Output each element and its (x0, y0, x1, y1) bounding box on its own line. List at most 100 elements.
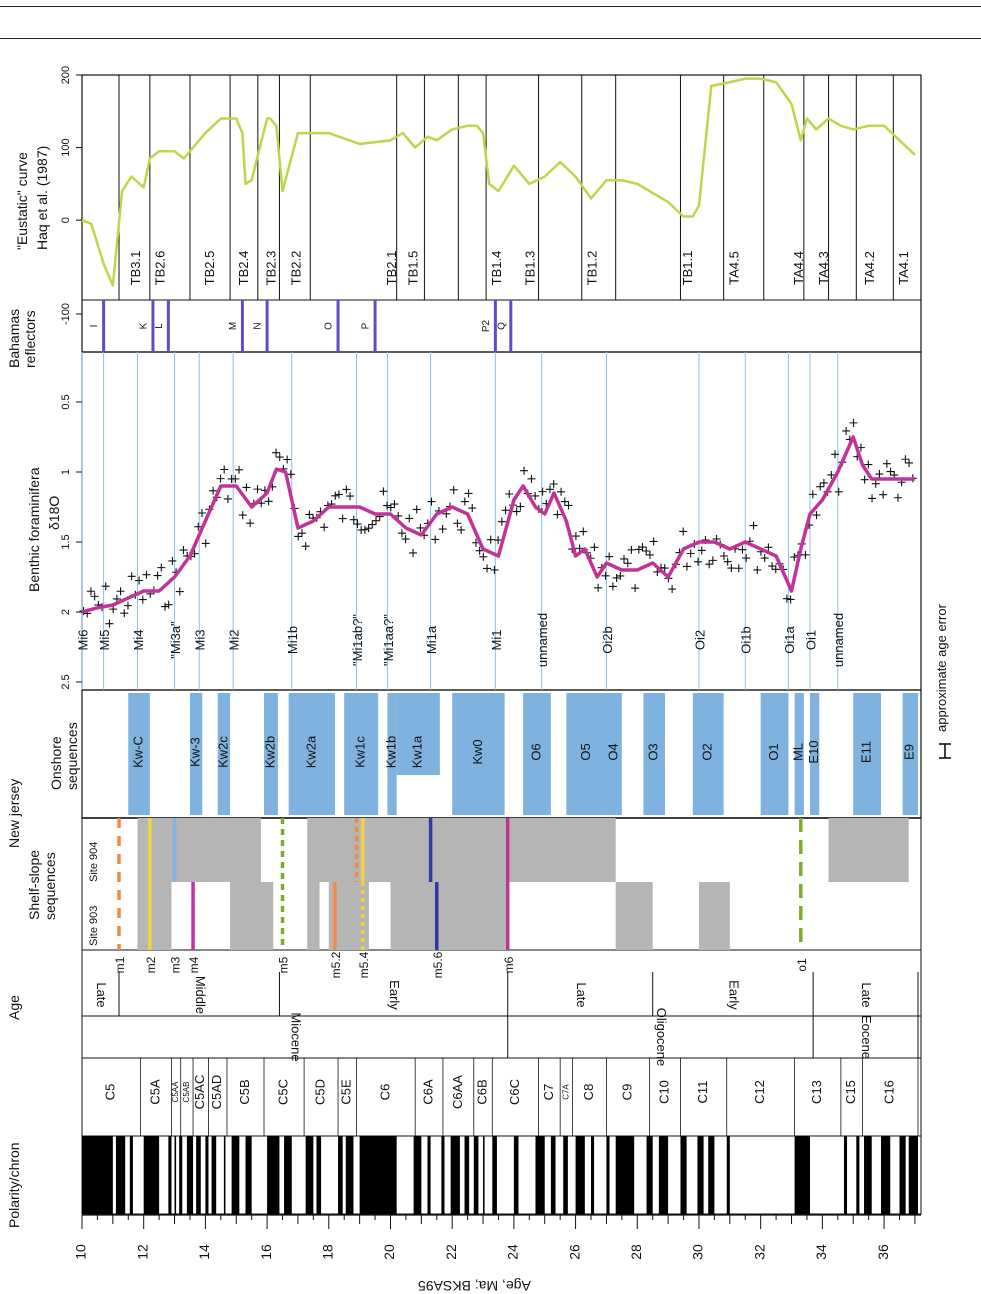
isotope-data-point (368, 520, 377, 529)
isotope-data-point (453, 519, 462, 528)
isotope-data-point (135, 576, 144, 585)
chron-label: C10 (656, 1080, 671, 1104)
onshore-sequence-block (810, 693, 820, 815)
isotope-data-point (649, 537, 658, 546)
chron-label: C6AA (450, 1075, 465, 1109)
eustatic-sequence-label: TA4.5 (726, 251, 741, 285)
isotope-data-point (608, 582, 617, 591)
isotope-data-point (782, 594, 791, 603)
polarity-normal-band (143, 1136, 160, 1214)
age-tick-label: 16 (258, 1244, 274, 1260)
top-rule (0, 6, 981, 7)
chron-label: C5AA (171, 1081, 180, 1103)
isotope-data-point (749, 521, 758, 530)
chron-label: C7A (561, 1084, 570, 1100)
isotope-data-point (497, 517, 506, 526)
isotope-data-point (686, 549, 695, 558)
onshore-sequence-label: O3 (646, 743, 661, 760)
eustatic-sequence-label: TB1.3 (523, 251, 538, 286)
isotope-data-point (383, 501, 392, 510)
age-tick-label: 26 (566, 1244, 582, 1260)
polarity-normal-band (908, 1136, 918, 1214)
isotope-data-point (557, 487, 566, 496)
isotope-data-point (642, 547, 651, 556)
isotope-data-point (449, 485, 458, 494)
eustatic-row-label-1: "Eustatic" curve (14, 152, 30, 250)
bahamas-reflector-label: O (324, 322, 335, 330)
isotope-data-point (849, 418, 858, 427)
isotope-data-point (631, 584, 640, 593)
age-error-bar (939, 743, 951, 759)
isotope-data-point (901, 455, 910, 464)
isotope-data-point (579, 527, 588, 536)
isotope-data-point (209, 486, 218, 495)
polarity-normal-band (359, 1136, 397, 1214)
polarity-normal-band (658, 1136, 669, 1214)
age-tick-label: 36 (875, 1244, 891, 1260)
onshore-sequence-block (794, 693, 804, 815)
isotope-data-point (301, 542, 310, 551)
isotope-data-point (494, 536, 503, 545)
isotope-data-point (682, 562, 691, 571)
isotope-data-point (364, 524, 373, 533)
polarity-normal-band (186, 1136, 194, 1214)
isotope-data-point (571, 532, 580, 541)
polarity-normal-band (464, 1136, 470, 1214)
isotope-data-point (390, 500, 399, 509)
chron-label: C5A (147, 1079, 162, 1105)
onshore-sequence-block (692, 693, 724, 815)
eustatic-curve (81, 77, 916, 287)
isotope-data-point (253, 485, 262, 494)
isotope-data-point (564, 501, 573, 510)
isotope-data-point (486, 535, 495, 544)
seismic-sequence-label: o1 (795, 958, 809, 972)
age-tick-label: 18 (319, 1244, 335, 1260)
isotope-data-point (834, 487, 843, 496)
chron-label: C13 (809, 1080, 824, 1104)
isotope-data-point (297, 529, 306, 538)
polarity-normal-band (708, 1136, 715, 1214)
polarity-normal-band (864, 1136, 872, 1214)
seismic-sequence-label: m6 (502, 956, 516, 973)
isotope-data-point (679, 527, 688, 536)
isotope-data-point (231, 474, 240, 483)
isotope-data-point (645, 550, 654, 559)
isotope-data-point (294, 532, 303, 541)
chron-label: C12 (752, 1080, 767, 1104)
bahamas-reflector-label: M (228, 322, 239, 330)
polarity-normal-band (575, 1136, 585, 1214)
onshore-sequence-block (344, 693, 379, 815)
shelf-slope-label: Shelf-slope sequences (26, 849, 58, 920)
isotope-data-point (342, 485, 351, 494)
polarity-row-label: Polarity/chron (6, 1142, 22, 1228)
isotope-data-point (220, 465, 229, 474)
isotope-data-point (120, 609, 129, 618)
chron-label: C5 (103, 1084, 118, 1101)
eustatic-tick-label: 100 (60, 138, 72, 156)
isotope-data-point (520, 466, 529, 475)
isotope-data-point (760, 554, 769, 563)
chron-label: C11 (695, 1081, 710, 1104)
chron-label: C6C (507, 1079, 522, 1105)
onshore-sequence-label: E9 (902, 744, 917, 760)
bahamas-tick-label: -100 (60, 303, 72, 325)
epoch-label: Miocene (288, 1012, 303, 1061)
age-tick-label: 20 (381, 1244, 397, 1260)
shelf-904-block (137, 818, 261, 882)
isotope-data-point (764, 543, 773, 552)
isotope-data-point (412, 505, 421, 514)
stage-label: Early (387, 980, 402, 1010)
isotope-data-point (879, 490, 888, 499)
onshore-sequence-label: E11 (859, 741, 874, 763)
shelf-903-block (137, 882, 172, 950)
onshore-sequence-block (760, 693, 789, 815)
isotope-mean-line (81, 435, 915, 614)
isotope-event-label: Mi5 (97, 630, 112, 651)
polarity-normal-band (697, 1136, 704, 1214)
age-tick-label: 28 (628, 1244, 644, 1260)
isotope-event-label: "Mi1aa?" (381, 614, 396, 666)
isotope-data-point (871, 479, 880, 488)
isotope-tick-label: 2 (60, 609, 72, 615)
isotope-data-point (242, 483, 251, 492)
